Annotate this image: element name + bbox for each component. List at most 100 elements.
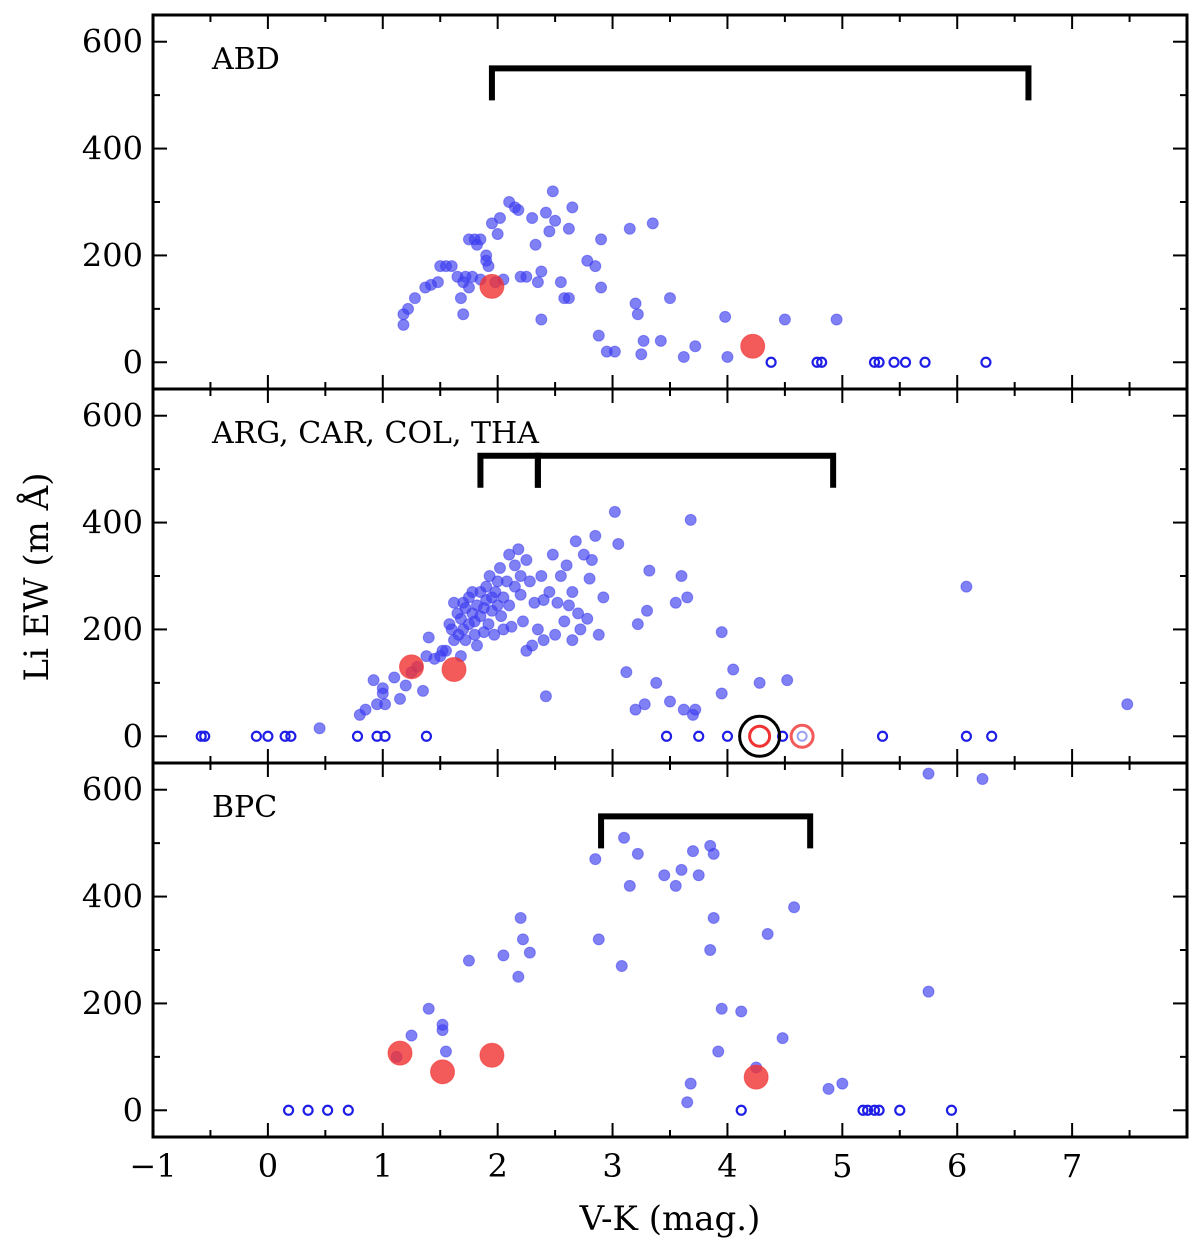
field-star-point [781,674,794,687]
field-star-point [686,845,699,858]
field-star-point [684,1077,697,1090]
field-star-point [589,853,602,866]
field-star-point [712,1045,725,1058]
x-tick-label: 7 [1062,1147,1082,1185]
field-star-point [512,204,525,217]
upper-limit-point [862,1104,874,1116]
field-star-point [753,676,766,689]
upper-limit-point [660,730,673,742]
upper-limit-point [322,1104,334,1116]
field-star-point [562,292,575,305]
x-tick-label: 5 [832,1147,852,1185]
upper-limit-point [873,356,885,368]
field-star-point [589,260,602,273]
field-star-point [830,313,843,326]
age-bracket [598,813,814,849]
field-star-point [581,612,594,625]
field-star-point [399,679,412,692]
panel-2: ARG, CAR, COL, THA 0 200 400 600 [82,387,1189,765]
field-star-point [618,831,631,844]
field-star-point [520,553,533,566]
field-star-point [379,698,392,711]
field-star-point [719,310,732,323]
field-star-point [523,575,536,588]
field-star-point [488,628,501,641]
field-star-point [359,703,372,716]
field-star-point [512,543,525,556]
field-star-point [646,217,659,230]
field-star-point [922,985,935,998]
field-star-point [615,960,628,973]
field-star-point [608,345,621,358]
field-star-point [388,671,401,684]
field-star-point [681,1096,694,1109]
field-star-point [523,946,536,959]
field-star-point [638,698,651,711]
upper-limit-point [986,730,998,742]
upper-limit-point [919,356,931,368]
field-star-point [497,949,510,962]
upper-limit-point [420,730,433,742]
field-star-point [520,270,533,283]
field-star-point [707,847,720,860]
field-star-point [595,281,608,294]
field-star-point [620,666,633,679]
field-star-point [497,591,510,604]
y-tick-label: 200 [82,236,143,274]
field-star-point [526,212,539,225]
target-star-point [399,654,424,680]
upper-limit-point [888,356,900,368]
field-star-point [554,276,567,289]
field-star-point [480,249,493,262]
field-star-point [508,559,521,572]
field-star-point [664,695,676,708]
field-star-point [976,773,989,786]
field-star-point [721,350,734,363]
field-star-point [422,1002,435,1015]
field-star-point [689,703,702,716]
field-star-point [493,212,506,225]
axes-labels: V-K (mag.) Li EW (m Å) [16,473,760,1239]
field-star-point [482,618,495,631]
upper-limit-point [693,730,705,742]
field-star-point [574,623,587,636]
y-tick-label: 600 [82,23,143,61]
field-star-point [589,529,602,542]
x-tick-label: −1 [129,1147,176,1185]
x-tick-label: 2 [487,1147,507,1185]
field-star-point [608,505,621,518]
x-tick-label: 4 [717,1147,737,1185]
field-star-point [546,185,559,198]
y-tick-label: 0 [123,343,143,381]
upper-limit-point [816,356,828,368]
field-star-point [543,586,556,599]
upper-limit-point [868,356,881,368]
upper-limit-point [960,730,973,742]
field-star-point [408,292,421,305]
field-star-point [715,687,728,700]
y-tick-label: 600 [82,397,143,435]
field-star-point [664,292,676,305]
field-star-point [436,1024,449,1037]
field-star-point [405,1029,418,1042]
field-star-point [566,201,579,214]
field-star-point [459,634,472,647]
upper-limit-point [279,730,291,742]
field-star-point [551,596,564,609]
upper-limit-point [857,1104,869,1116]
y-tick-label: 200 [82,984,143,1022]
x-tick-label: 0 [258,1147,278,1185]
field-star-point [635,348,648,361]
field-star-point [543,225,556,238]
field-star-point [583,572,596,585]
field-star-point [562,222,575,235]
field-star-point [474,233,487,246]
panel-label: BPC [212,790,277,825]
field-star-point [572,607,585,620]
field-star-point [560,559,573,572]
field-star-point [566,586,579,599]
y-axis-label: Li EW (m Å) [16,473,57,682]
field-star-point [631,618,644,631]
upper-limit-point [899,356,912,368]
